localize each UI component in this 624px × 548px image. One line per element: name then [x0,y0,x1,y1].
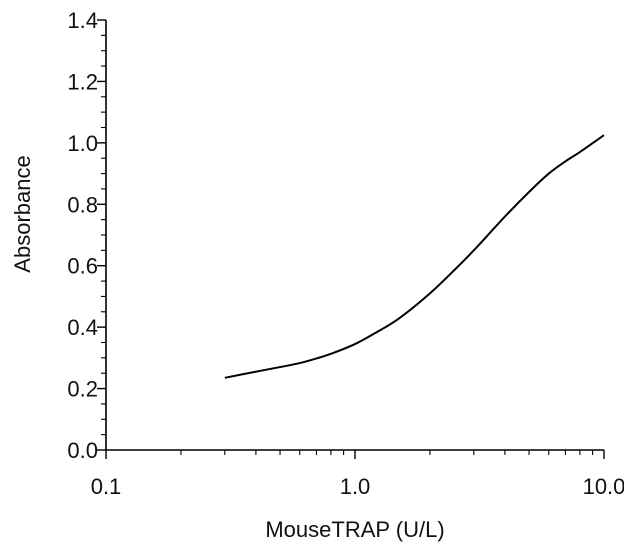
x-tick-label: 1.0 [340,474,371,499]
y-tick-label: 0.2 [67,377,98,402]
series-layer [224,134,605,379]
x-tick-label: 10.0 [583,474,624,499]
y-tick-label: 0.6 [67,254,98,279]
y-tick-label: 0.4 [67,315,98,340]
tick-labels: 0.0 0.2 0.4 0.6 0.8 1.0 1.2 1.4 0.1 1.0 10.0 [67,8,624,499]
y-tick-label: 1.0 [67,131,98,156]
series-line [224,134,605,379]
axes [97,19,605,459]
y-tick-label: 0.0 [67,438,98,463]
y-tick-label: 1.4 [67,8,98,33]
x-axis-title: MouseTRAP (U/L) [265,517,444,542]
y-tick-label: 0.8 [67,192,98,217]
y-axis-title: Absorbance [10,155,35,272]
y-tick-label: 1.2 [67,69,98,94]
x-tick-label: 0.1 [91,474,122,499]
